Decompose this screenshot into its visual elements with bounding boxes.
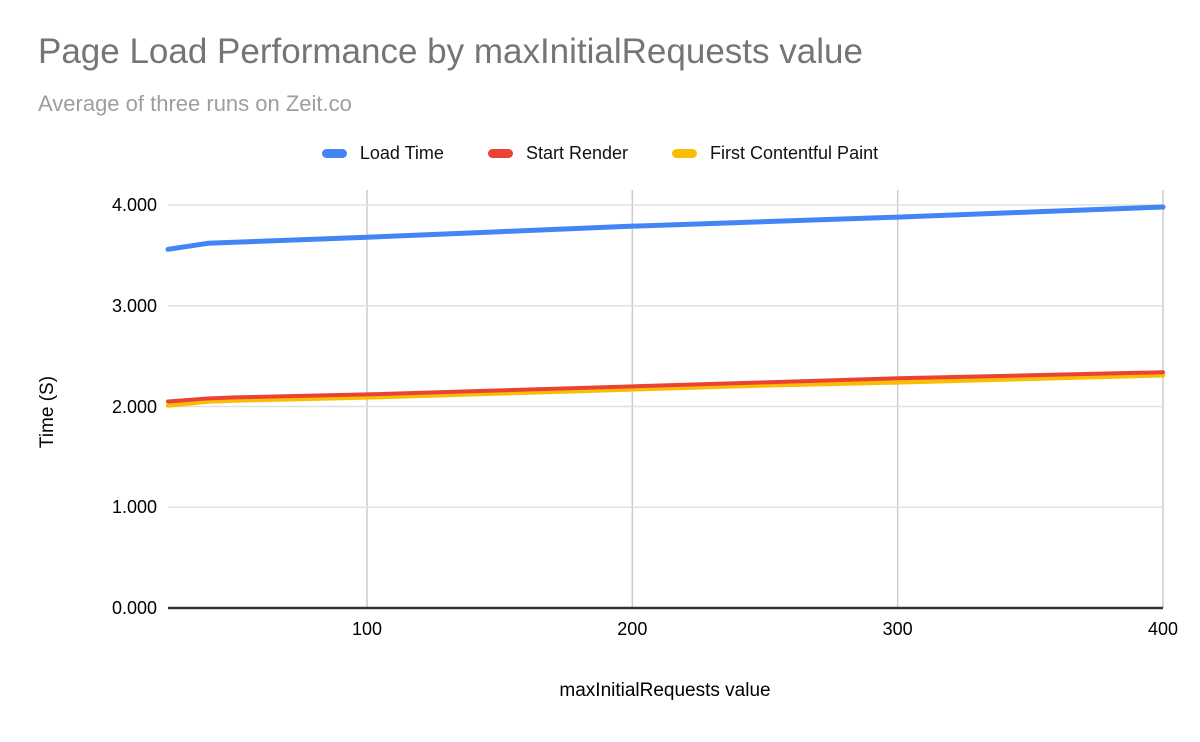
- x-tick-label-400: 400: [1147, 619, 1179, 639]
- x-tick-label-100: 100: [351, 619, 383, 639]
- start-render-swatch-icon: [487, 149, 513, 158]
- x-axis-title: maxInitialRequests value: [559, 680, 771, 701]
- legend-item-load-time: Load Time: [321, 143, 444, 164]
- x-tick-label-300: 300: [882, 619, 913, 639]
- legend-item-first-contentful-paint: First Contentful Paint: [672, 143, 878, 164]
- y-tick-label-0.000: 0.000: [111, 598, 157, 618]
- y-tick-label-3.000: 3.000: [111, 295, 157, 316]
- series-line-load-time: [165, 204, 1166, 252]
- y-tick-label-2.000: 2.000: [111, 396, 157, 417]
- legend-item-start-render: Start Render: [487, 143, 629, 164]
- legend-label-first-contentful-paint: First Contentful Paint: [710, 143, 879, 163]
- y-tick-label-1.000: 1.000: [111, 497, 157, 518]
- legend: Load Time Start Render First Contentful …: [0, 143, 1200, 164]
- legend-label-start-render: Start Render: [525, 143, 629, 163]
- chart-title: Page Load Performance by maxInitialReque…: [38, 32, 863, 71]
- legend-label-load-time: Load Time: [359, 143, 444, 163]
- series-line-start-render: [166, 370, 1165, 404]
- y-tick-label-4.000: 4.000: [111, 195, 157, 215]
- series-line-first-contentful-paint: [165, 373, 1166, 408]
- chart-subtitle: Average of three runs on Zeit.co: [38, 91, 352, 116]
- load-time-swatch-icon: [321, 149, 347, 158]
- x-tick-label-200: 200: [617, 619, 648, 639]
- y-axis-title: Time (S): [37, 375, 58, 449]
- first-contentful-paint-swatch-icon: [672, 149, 698, 158]
